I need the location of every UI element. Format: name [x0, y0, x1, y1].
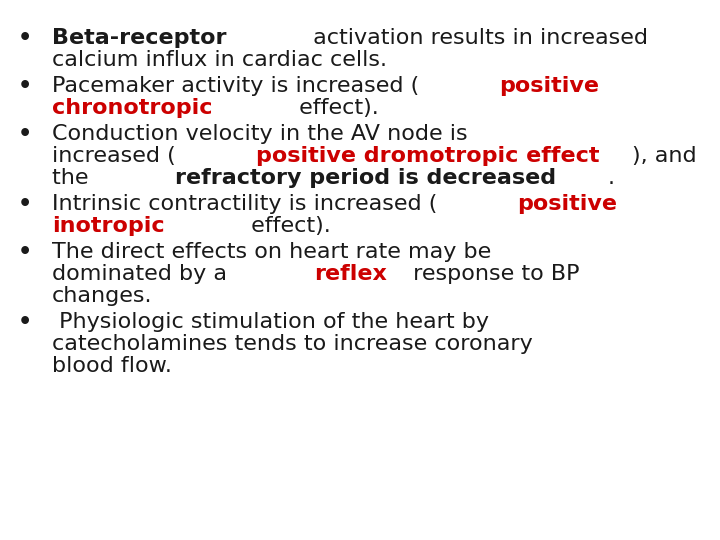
- Text: •: •: [18, 124, 32, 144]
- Text: •: •: [18, 194, 32, 214]
- Text: Beta-receptor: Beta-receptor: [52, 28, 227, 48]
- Text: Pacemaker activity is increased (: Pacemaker activity is increased (: [52, 76, 419, 96]
- Text: •: •: [18, 76, 32, 96]
- Text: positive: positive: [517, 194, 617, 214]
- Text: inotropic: inotropic: [52, 216, 165, 236]
- Text: response to BP: response to BP: [406, 264, 580, 284]
- Text: increased (: increased (: [52, 146, 176, 166]
- Text: blood flow.: blood flow.: [52, 356, 172, 376]
- Text: Physiologic stimulation of the heart by: Physiologic stimulation of the heart by: [52, 312, 489, 332]
- Text: positive dromotropic effect: positive dromotropic effect: [256, 146, 599, 166]
- Text: chronotropic: chronotropic: [52, 98, 212, 118]
- Text: ), and: ), and: [632, 146, 697, 166]
- Text: •: •: [18, 312, 32, 332]
- Text: effect).: effect).: [245, 216, 331, 236]
- Text: positive: positive: [499, 76, 599, 96]
- Text: dominated by a: dominated by a: [52, 264, 234, 284]
- Text: reflex: reflex: [314, 264, 387, 284]
- Text: .: .: [608, 168, 615, 188]
- Text: Intrinsic contractility is increased (: Intrinsic contractility is increased (: [52, 194, 437, 214]
- Text: the: the: [52, 168, 96, 188]
- Text: refractory period is decreased: refractory period is decreased: [176, 168, 557, 188]
- Text: •: •: [18, 242, 32, 262]
- Text: The direct effects on heart rate may be: The direct effects on heart rate may be: [52, 242, 491, 262]
- Text: changes.: changes.: [52, 286, 153, 306]
- Text: activation results in increased: activation results in increased: [306, 28, 648, 48]
- Text: •: •: [18, 28, 32, 48]
- Text: Conduction velocity in the AV node is: Conduction velocity in the AV node is: [52, 124, 467, 144]
- Text: catecholamines tends to increase coronary: catecholamines tends to increase coronar…: [52, 334, 533, 354]
- Text: effect).: effect).: [292, 98, 379, 118]
- Text: calcium influx in cardiac cells.: calcium influx in cardiac cells.: [52, 50, 387, 70]
